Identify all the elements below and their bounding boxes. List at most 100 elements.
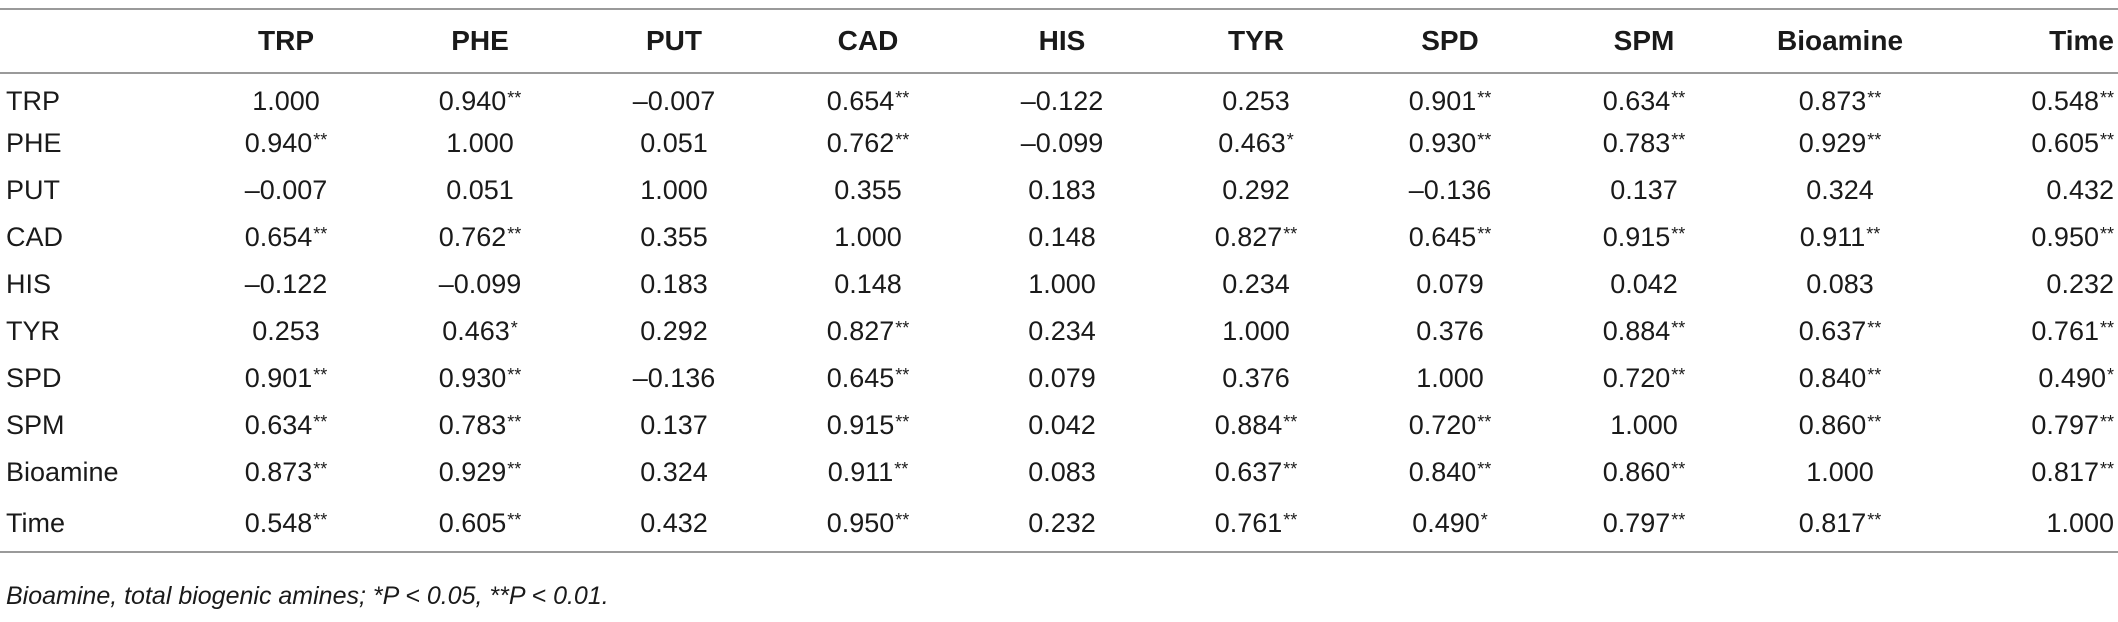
significance-marker: **: [2099, 459, 2114, 479]
significance-marker: **: [1671, 510, 1686, 530]
table-cell: 0.940**: [382, 73, 578, 120]
row-label: Bioamine: [6, 457, 119, 487]
cell-value: 0.292: [1222, 175, 1290, 205]
cell-value: –0.099: [438, 269, 522, 299]
cell-value: 0.376: [1222, 363, 1290, 393]
significance-marker: **: [1671, 87, 1686, 108]
significance-marker: *: [510, 318, 518, 338]
table-cell: 0.860**: [1546, 449, 1742, 496]
column-header: SPD: [1421, 25, 1479, 56]
table-cell: 0.940**: [190, 120, 382, 167]
table-cell: 0.137: [578, 402, 770, 449]
significance-marker: **: [2099, 318, 2114, 338]
cell-value: 0.817: [1798, 508, 1867, 538]
table-cell: 0.083: [1742, 261, 1938, 308]
table-cell: 0.827**: [1158, 214, 1354, 261]
table-cell: 0.654**: [190, 214, 382, 261]
significance-marker: **: [2099, 412, 2114, 432]
cell-value: 0.634: [1602, 85, 1671, 116]
table-cell: 0.079: [1354, 261, 1546, 308]
table-cell: 0.355: [578, 214, 770, 261]
cell-value: 0.432: [2046, 175, 2114, 205]
cell-value: –0.007: [244, 175, 328, 205]
table-cell: 0.148: [966, 214, 1158, 261]
cell-value: 0.761: [1214, 508, 1283, 538]
cell-value: 1.000: [640, 175, 708, 205]
cell-value: 0.232: [1028, 508, 1096, 538]
table-cell: 0.827**: [770, 308, 966, 355]
significance-marker: **: [2099, 130, 2114, 150]
cell-value: 0.079: [1028, 363, 1096, 393]
table-cell: 0.083: [966, 449, 1158, 496]
table-cell: 0.637**: [1158, 449, 1354, 496]
table-cell: –0.007: [190, 167, 382, 214]
significance-marker: **: [895, 318, 910, 338]
table-cell: 0.797**: [1938, 402, 2118, 449]
table-cell: 0.490*: [1938, 355, 2118, 402]
cell-value: 0.827: [826, 316, 895, 346]
cell-value: 0.929: [1798, 128, 1867, 158]
significance-marker: **: [1671, 224, 1686, 244]
significance-marker: **: [1671, 318, 1686, 338]
table-cell: 0.605**: [1938, 120, 2118, 167]
column-header: HIS: [1038, 25, 1086, 56]
significance-marker: **: [1867, 510, 1882, 530]
cell-value: –0.136: [632, 363, 716, 393]
cell-value: 0.901: [244, 363, 313, 393]
column-header: TYR: [1228, 25, 1284, 56]
table-cell: 0.463*: [1158, 120, 1354, 167]
significance-marker: **: [894, 459, 909, 479]
table-cell: 0.376: [1158, 355, 1354, 402]
table-cell: 0.042: [1546, 261, 1742, 308]
cell-value: –0.007: [632, 85, 716, 116]
cell-value: 1.000: [834, 222, 902, 252]
cell-value: 0.797: [2031, 410, 2099, 440]
table-cell: 0.884**: [1546, 308, 1742, 355]
table-cell: 0.911**: [1742, 214, 1938, 261]
cell-value: 0.654: [826, 85, 895, 116]
significance-marker: **: [895, 510, 910, 530]
corner-cell: [0, 9, 190, 73]
significance-marker: **: [1477, 224, 1492, 244]
significance-marker: *: [2106, 365, 2114, 385]
row-label: TYR: [6, 316, 60, 346]
table-cell: 0.720**: [1546, 355, 1742, 402]
row-label: TRP: [6, 85, 60, 116]
row-label: PHE: [6, 128, 62, 158]
table-cell: 1.000: [1158, 308, 1354, 355]
table-cell: 0.234: [966, 308, 1158, 355]
row-label: CAD: [6, 222, 64, 252]
significance-marker: **: [507, 87, 522, 108]
cell-value: 0.355: [640, 222, 708, 252]
table-cell: 1.000: [966, 261, 1158, 308]
table-cell: 0.079: [966, 355, 1158, 402]
cell-value: 0.911: [1799, 222, 1866, 252]
table-footnote: Bioamine, total biogenic amines; *P < 0.…: [6, 582, 609, 610]
table-cell: 0.292: [1158, 167, 1354, 214]
cell-value: 0.292: [640, 316, 708, 346]
cell-value: 0.148: [1028, 222, 1096, 252]
cell-value: 0.253: [252, 316, 320, 346]
table-cell: –0.099: [966, 120, 1158, 167]
significance-marker: *: [1286, 130, 1294, 150]
cell-value: 1.000: [252, 85, 320, 116]
table-cell: 1.000: [1354, 355, 1546, 402]
table-cell: 0.324: [578, 449, 770, 496]
cell-value: 0.940: [244, 128, 313, 158]
significance-marker: **: [895, 87, 910, 108]
table-cell: –0.136: [578, 355, 770, 402]
table-cell: 0.915**: [770, 402, 966, 449]
cell-value: 0.137: [1610, 175, 1678, 205]
table-cell: 1.000: [382, 120, 578, 167]
cell-value: 0.490: [2038, 363, 2106, 393]
table-cell: 0.548**: [1938, 73, 2118, 120]
significance-marker: **: [1867, 318, 1882, 338]
correlation-table-container: TRP PHE PUT CAD HIS TYR SPD SPM Bioamine Time TRP…: [0, 8, 2118, 553]
cell-value: 0.234: [1222, 269, 1290, 299]
cell-value: 0.637: [1214, 457, 1283, 487]
significance-marker: **: [2099, 224, 2114, 244]
table-cell: 0.884**: [1158, 402, 1354, 449]
cell-value: 0.930: [1408, 128, 1477, 158]
cell-value: 0.083: [1806, 269, 1874, 299]
table-row: Bioamine 0.873** 0.929** 0.324 0.911** 0.083 0…: [0, 449, 2118, 496]
